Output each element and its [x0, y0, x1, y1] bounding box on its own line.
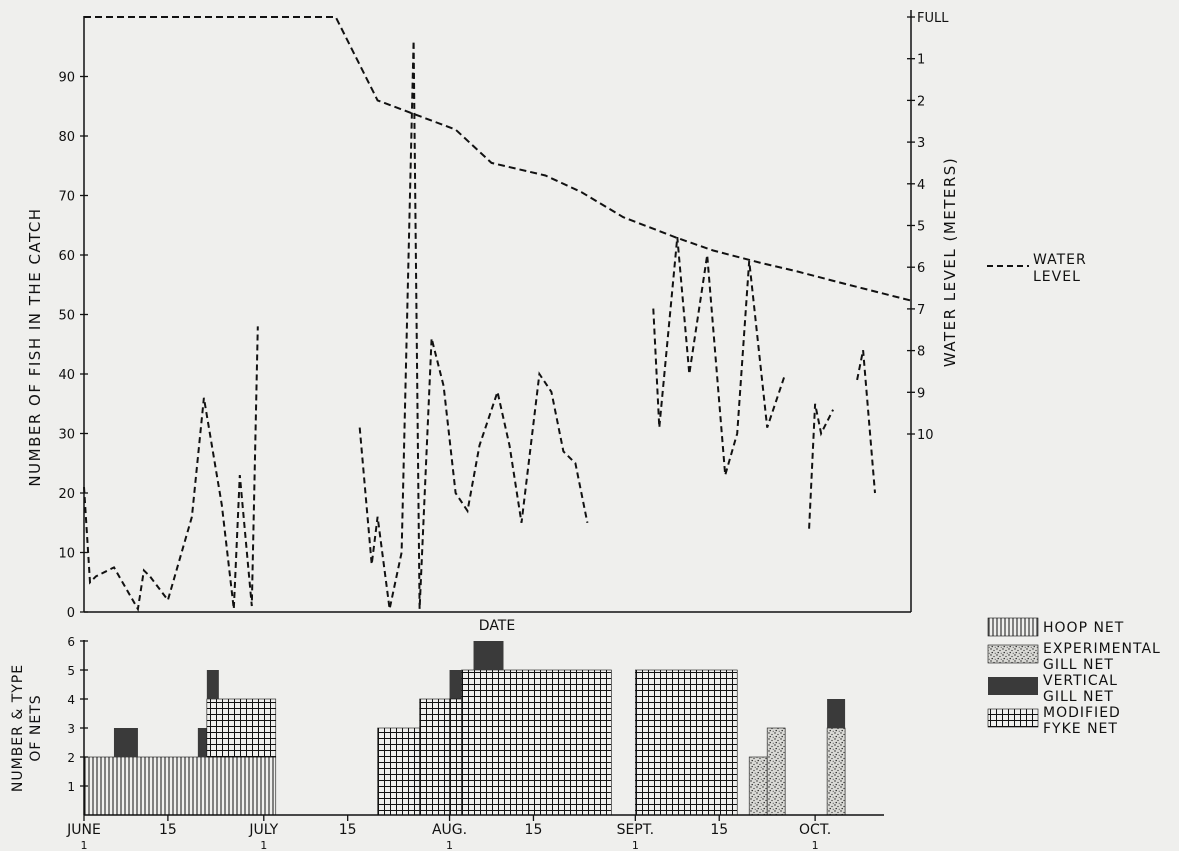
- left-tick-label: 70: [58, 190, 75, 205]
- nets-tick-label: 1: [67, 780, 75, 794]
- water-level-line: [84, 16, 912, 302]
- nets-tick-label: 2: [67, 751, 75, 765]
- catch-line-segment: [358, 40, 589, 610]
- right-tick-label: 1: [917, 53, 925, 68]
- left-tick-label: 90: [58, 71, 75, 86]
- legend-label-line1: VERTICAL: [1043, 673, 1118, 689]
- right-tick-label: 8: [917, 345, 925, 360]
- net-block-fyke: [635, 669, 738, 816]
- date-tick-label: JULY: [248, 822, 278, 838]
- right-tick-label: FULL: [917, 11, 949, 26]
- net-blocks: [83, 641, 846, 816]
- legend-swatch-fyke: [987, 708, 1039, 728]
- net-block-hoop: [83, 756, 277, 816]
- date-tick-sublabel: 1: [446, 839, 453, 851]
- net-block-fyke: [377, 727, 420, 816]
- left-axis-label: NUMBER OF FISH IN THE CATCH: [26, 207, 44, 486]
- left-tick-label: 10: [58, 547, 75, 562]
- nets-axis-label-line2: OF NETS: [28, 694, 44, 761]
- right-tick-label: 6: [917, 261, 925, 276]
- right-tick-label: 5: [917, 220, 925, 235]
- legend-label-line2: GILL NET: [1043, 689, 1114, 705]
- right-tick-label: 10: [917, 428, 934, 443]
- date-tick-sublabel: 1: [260, 839, 267, 851]
- right-tick-label: 9: [917, 386, 925, 401]
- date-tick-sublabel: 1: [632, 839, 639, 851]
- date-tick-label: 15: [339, 822, 357, 838]
- right-tick-label: 2: [917, 94, 925, 109]
- net-block-vertical: [113, 728, 138, 757]
- legend-label-line2: GILL NET: [1043, 657, 1114, 673]
- legend-label-line1: EXPERIMENTAL: [1043, 641, 1161, 657]
- date-tick-label: SEPT.: [617, 822, 655, 838]
- top-chart: 0 10 20 30 40 50 60 70 80 90 FULL 1 2 3 4 5 6 7 8 9 10 NUMB…: [26, 10, 1087, 634]
- legend-label-line1: MODIFIED: [1043, 705, 1121, 721]
- top-right-ticks: FULL 1 2 3 4 5 6 7 8 9 10: [907, 11, 949, 443]
- nets-tick-label: 5: [67, 664, 75, 678]
- x-axis-label: DATE: [479, 618, 515, 634]
- net-block-vertical: [449, 670, 462, 699]
- left-tick-label: 80: [58, 130, 75, 145]
- nets-tick-label: 4: [67, 693, 75, 707]
- date-tick-sublabel: 1: [812, 839, 819, 851]
- catch-line-segment: [652, 237, 787, 476]
- net-block-fyke: [419, 698, 450, 816]
- date-tick-label: 15: [525, 822, 543, 838]
- water-level-legend-line2: LEVEL: [1033, 269, 1081, 285]
- left-tick-label: 60: [58, 249, 75, 264]
- water-level-legend-line1: WATER: [1033, 252, 1087, 268]
- right-tick-label: 3: [917, 136, 925, 151]
- net-block-vertical: [473, 641, 504, 670]
- catch-line-segment: [856, 350, 876, 494]
- legend-swatch-vertical: [988, 677, 1038, 695]
- legend-swatch-hoop: [987, 617, 1039, 637]
- net-block-vertical: [206, 670, 219, 699]
- date-tick-label: 15: [710, 822, 728, 838]
- date-tick-sublabel: 1: [81, 839, 88, 851]
- right-tick-label: 4: [917, 178, 925, 193]
- date-tick-label: OCT.: [799, 822, 831, 838]
- legend-label: HOOP NET: [1043, 620, 1124, 636]
- net-block-vertical: [197, 728, 207, 757]
- left-tick-label: 20: [58, 487, 75, 502]
- net-block-fyke: [206, 698, 277, 758]
- date-tick-label: 15: [159, 822, 177, 838]
- nets-tick-label: 6: [67, 635, 75, 649]
- net-block-experimental: [826, 727, 846, 816]
- catch-series: [83, 40, 876, 612]
- right-tick-label: 7: [917, 303, 925, 318]
- top-left-ticks: 0 10 20 30 40 50 60 70 80 90: [58, 71, 88, 621]
- net-block-experimental: [748, 756, 768, 816]
- net-block-fyke: [461, 669, 612, 816]
- nets-axis-label-line1: NUMBER & TYPE: [10, 664, 26, 792]
- left-tick-label: 30: [58, 428, 75, 443]
- date-tick-label: AUG.: [432, 822, 467, 838]
- nets-tick-label: 3: [67, 722, 75, 736]
- net-block-fyke: [449, 698, 462, 816]
- catch-line-segment: [83, 326, 259, 612]
- net-block-experimental: [766, 727, 786, 816]
- left-tick-label: 0: [67, 606, 75, 621]
- catch-line-segment: [808, 403, 834, 529]
- water-level-legend: WATER LEVEL: [987, 252, 1087, 285]
- legend-label-line2: FYKE NET: [1043, 721, 1118, 737]
- bottom-y-ticks: 1 2 3 4 5 6: [67, 635, 88, 794]
- legend-swatch-experimental: [987, 644, 1039, 664]
- net-block-vertical: [827, 699, 846, 728]
- left-tick-label: 50: [58, 309, 75, 324]
- right-axis-label: WATER LEVEL (METERS): [941, 157, 959, 367]
- left-tick-label: 40: [58, 368, 75, 383]
- date-tick-label: JUNE: [66, 822, 101, 838]
